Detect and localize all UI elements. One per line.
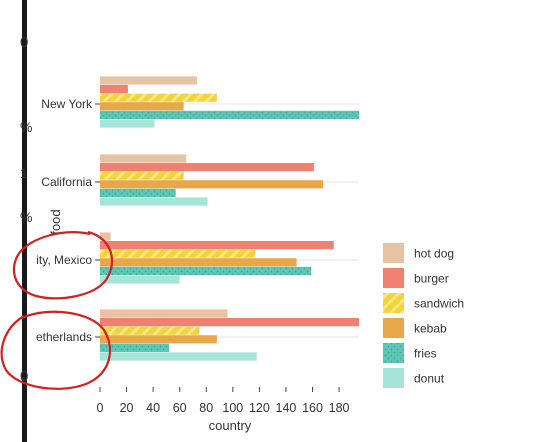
margin-glyph: 0 — [20, 368, 28, 385]
bar-burger-1 — [100, 163, 314, 172]
bar-kebab-1 — [100, 180, 324, 189]
legend-label: fries — [414, 347, 437, 361]
legend-swatch-donut — [383, 368, 404, 388]
legend-swatch-sandwich — [383, 293, 404, 313]
bar-burger-2 — [100, 241, 334, 250]
bar-fries-0 — [100, 110, 359, 119]
bar-kebab-3 — [100, 335, 217, 344]
bar-burger-0 — [100, 85, 128, 94]
x-tick-label: 140 — [276, 401, 297, 415]
bar-sandwich-3 — [100, 326, 200, 335]
legend-label: sandwich — [414, 297, 464, 311]
bar-kebab-2 — [100, 258, 297, 267]
bar-hot-dog-1 — [100, 154, 187, 163]
x-tick-label: 60 — [173, 401, 187, 415]
margin-glyph: % — [20, 119, 32, 135]
x-axis-title: country — [209, 418, 252, 433]
margin-glyph: % — [20, 209, 32, 225]
bar-sandwich-0 — [100, 93, 217, 102]
y-axis-title: food — [48, 209, 63, 234]
margin-glyph: 0 — [20, 34, 28, 51]
legend-swatch-fries — [383, 343, 404, 363]
category-label: California — [41, 175, 92, 189]
category-label: New York — [41, 97, 93, 111]
legend-label: donut — [414, 372, 445, 386]
bar-sandwich-1 — [100, 171, 184, 180]
legend-swatch-kebab — [383, 318, 404, 338]
grid-lines — [100, 103, 359, 338]
category-label: ity, Mexico — [36, 253, 92, 267]
bar-donut-1 — [100, 197, 208, 206]
bar-fries-2 — [100, 266, 312, 275]
bar-donut-2 — [100, 275, 180, 284]
window-left-edge — [22, 0, 27, 442]
legend-swatch-hot-dog — [383, 243, 404, 263]
bar-donut-3 — [100, 352, 257, 361]
bar-hot-dog-2 — [100, 232, 111, 241]
annotation-circle-mexico — [12, 230, 114, 300]
category-label: etherlands — [36, 330, 92, 344]
legend-swatch-burger — [383, 268, 404, 288]
category-labels: New York California ity, Mexico etherlands — [36, 97, 100, 344]
x-tick-label: 180 — [329, 401, 350, 415]
x-tick-label: 80 — [199, 401, 213, 415]
annotation-circle-netherlands — [0, 310, 112, 390]
x-tick-label: 120 — [249, 401, 270, 415]
x-tick-label: 20 — [120, 401, 134, 415]
bar-fries-1 — [100, 188, 176, 197]
legend-label: burger — [414, 272, 449, 286]
bar-hot-dog-0 — [100, 76, 197, 85]
x-axis-ticks: 0 20 40 60 80 100 120 140 160 180 — [97, 387, 350, 415]
bar-burger-3 — [100, 318, 359, 327]
bar-kebab-0 — [100, 102, 184, 111]
bar-fries-3 — [100, 343, 170, 352]
x-tick-label: 40 — [146, 401, 160, 415]
legend: hot dog burger sandwich kebab fries donut — [383, 243, 464, 388]
legend-label: kebab — [414, 322, 447, 336]
x-tick-label: 100 — [222, 401, 243, 415]
bar-group — [100, 76, 359, 361]
x-tick-label: 160 — [302, 401, 323, 415]
bar-hot-dog-3 — [100, 309, 228, 318]
margin-glyph: 1 — [20, 165, 28, 181]
legend-label: hot dog — [414, 247, 454, 261]
bar-donut-0 — [100, 119, 155, 128]
x-tick-label: 0 — [97, 401, 104, 415]
bar-sandwich-2 — [100, 249, 256, 258]
